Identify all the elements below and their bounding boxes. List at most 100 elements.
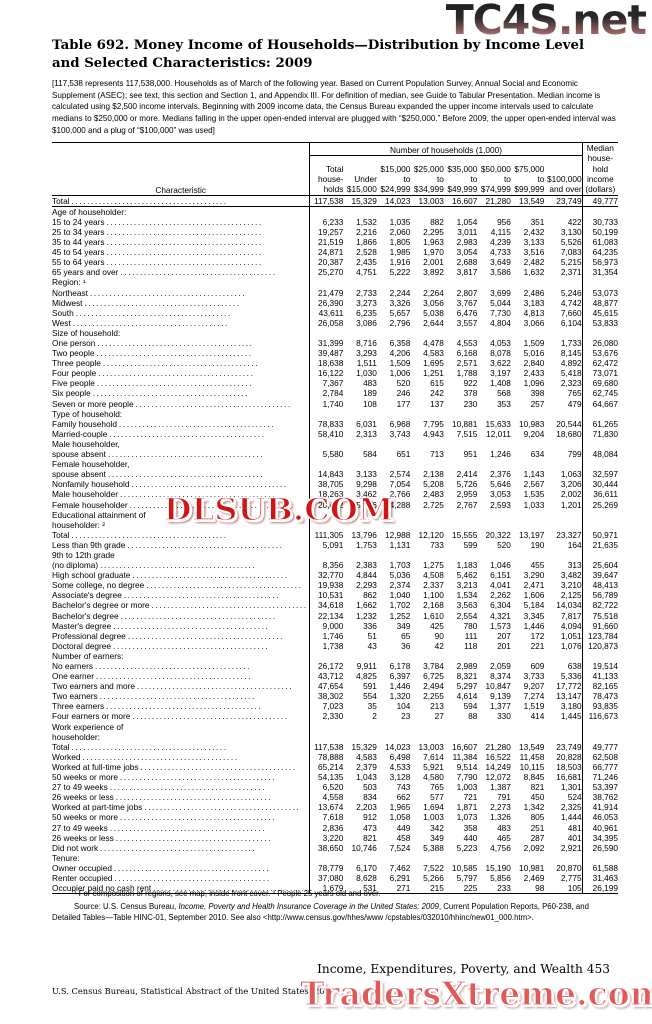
- cell-value: [511, 510, 545, 520]
- cell-value: [544, 328, 582, 338]
- cell-value: [477, 732, 511, 742]
- cell-value: 2,989: [456, 661, 478, 672]
- leader-dots: ........................................: [113, 640, 270, 651]
- row-label: Five people.............................…: [52, 378, 311, 389]
- cell-value: [377, 439, 411, 449]
- cell-value: 2,244: [389, 287, 411, 298]
- row-label: Midwest.................................…: [52, 297, 311, 308]
- cell-value: [544, 510, 582, 520]
- cell-value: 1,746: [322, 630, 344, 641]
- row-label-text: Associate's degree: [52, 590, 122, 601]
- cell-value: 1,532: [356, 216, 377, 227]
- cell-value: [444, 439, 478, 449]
- cell-median: 91,660: [581, 620, 618, 631]
- cell-value: 8,078: [490, 348, 511, 359]
- cell-value: [477, 510, 511, 520]
- leader-dots: ........................................: [115, 832, 273, 843]
- row-label: Number of earners:: [52, 650, 311, 661]
- table-row: Worked..................................…: [52, 751, 618, 762]
- cell-value: [544, 520, 582, 530]
- row-label-text: Nonfamily household: [52, 479, 130, 490]
- cell-value: 1,985: [389, 247, 411, 258]
- row-label-text: One person: [52, 338, 96, 349]
- cell-value: 2,383: [356, 560, 377, 571]
- table-row: Type of household:: [52, 408, 618, 419]
- cell-value: [477, 853, 511, 863]
- cell-value: 246: [396, 388, 411, 399]
- cell-value: [343, 439, 377, 449]
- cell-value: [477, 277, 511, 287]
- leader-dots: ........................................: [106, 257, 263, 268]
- cell-value: 7,614: [423, 751, 444, 762]
- cell-value: 14,034: [556, 600, 582, 611]
- cell-value: 1,963: [423, 237, 444, 248]
- cell-value: 599: [463, 539, 478, 550]
- column-header-line: house-: [318, 174, 344, 185]
- row-label: 26 weeks or less........................…: [52, 792, 311, 803]
- cell-value: 118: [464, 640, 478, 651]
- row-label-text: Occupier paid no cash rent: [52, 882, 152, 893]
- table-row: Four earners or more....................…: [52, 711, 618, 722]
- cell-median: 64,667: [581, 398, 618, 409]
- row-label: Worked at full-time jobs................…: [52, 761, 311, 772]
- leader-dots: ........................................: [119, 418, 276, 429]
- cell-value: 3,130: [560, 226, 582, 237]
- row-label: Four people.............................…: [52, 368, 311, 379]
- leader-dots: ........................................: [92, 388, 249, 399]
- row-label-text: Five people: [52, 378, 95, 389]
- row-label: Occupier paid no cash rent..............…: [52, 882, 311, 894]
- column-header-line: Total: [325, 163, 344, 174]
- cell-value: 3,733: [523, 671, 545, 682]
- cell-value: 4,041: [490, 580, 511, 591]
- row-label-text: Male householder: [52, 489, 118, 500]
- cell-value: 1,534: [456, 590, 478, 601]
- table-headnote: [117,538 represents 117,538,000. Househo…: [52, 79, 616, 135]
- cell-value: 1,201: [560, 499, 582, 510]
- cell-value: 4,813: [523, 307, 545, 318]
- table-row: Bachelor's degree.......................…: [52, 610, 618, 621]
- cell-value: 4,844: [356, 570, 377, 581]
- header-row-columns: Total house-holds Under $15,000 $15,000 to $24…: [52, 155, 618, 196]
- leader-dots: ........................................: [100, 560, 257, 571]
- cell-value: 38,302: [318, 691, 344, 702]
- cell-value: 26,172: [318, 661, 344, 672]
- cell-value: 271: [376, 882, 411, 894]
- cell-value: 51: [367, 630, 377, 641]
- row-label-text: Family household: [52, 418, 118, 429]
- leader-dots: ........................................: [131, 479, 288, 490]
- cell-value: 5,388: [423, 842, 444, 853]
- income-distribution-table: Characteristic Number of households (1,0…: [52, 141, 618, 894]
- cell-median: 36,611: [581, 489, 618, 500]
- cell-value: 4,825: [356, 671, 377, 682]
- cell-value: 1,035: [389, 216, 411, 227]
- table-row: Owner occupied..........................…: [52, 862, 618, 873]
- cell-value: 1,610: [423, 610, 444, 621]
- cell-value: 662: [396, 792, 411, 803]
- table-row: South...................................…: [52, 307, 618, 318]
- cell-value: 31,399: [318, 338, 344, 349]
- row-label-text: Professional degree: [52, 630, 126, 641]
- cell-value: 4,742: [560, 297, 582, 308]
- cell-value: [410, 459, 444, 469]
- cell-median: 71,246: [581, 771, 618, 783]
- cell-median: 39,647: [581, 570, 618, 581]
- leader-dots: ........................................: [132, 711, 289, 722]
- cell-value: 9,298: [356, 479, 377, 490]
- cell-value: 14,023: [385, 741, 411, 752]
- footnote-source: Source: U.S. Census Bureau, Income, Pove…: [52, 901, 618, 924]
- cell-value: 35: [367, 701, 377, 712]
- table-row: Five people.............................…: [52, 378, 618, 389]
- table-row: Work experience of: [52, 721, 618, 732]
- row-label: Female householder......................…: [52, 499, 311, 510]
- cell-value: 3,892: [423, 267, 444, 278]
- cell-value: 190: [530, 539, 545, 550]
- table-row: Two earners.............................…: [52, 691, 618, 702]
- cell-value: 4,756: [490, 842, 511, 853]
- cell-value: 2,060: [389, 226, 411, 237]
- row-label-text: 26 weeks or less: [52, 792, 114, 803]
- table-row: No earners..............................…: [52, 660, 618, 672]
- column-header-line: to: [436, 174, 444, 185]
- cell-value: 1,342: [523, 802, 545, 813]
- table-row: West....................................…: [52, 317, 618, 328]
- cell-value: 5,246: [560, 287, 582, 298]
